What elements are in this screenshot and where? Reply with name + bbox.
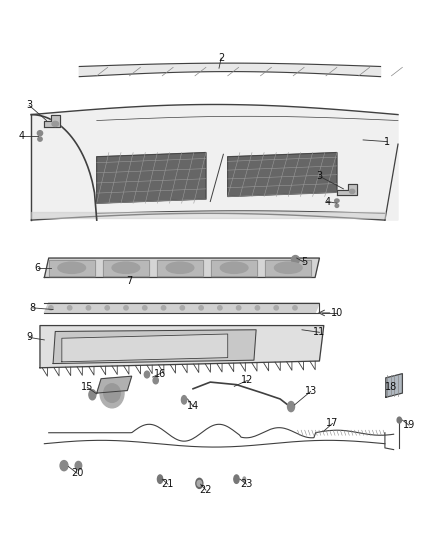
Ellipse shape xyxy=(218,306,222,310)
Text: 23: 23 xyxy=(240,479,253,489)
Polygon shape xyxy=(265,260,311,276)
Polygon shape xyxy=(211,260,257,276)
Ellipse shape xyxy=(234,475,239,483)
Ellipse shape xyxy=(112,262,140,273)
Text: 4: 4 xyxy=(324,197,330,206)
Polygon shape xyxy=(228,152,337,197)
Text: 3: 3 xyxy=(26,100,32,110)
Ellipse shape xyxy=(397,417,402,423)
Ellipse shape xyxy=(143,306,147,310)
Ellipse shape xyxy=(275,262,302,273)
Text: 12: 12 xyxy=(241,375,254,385)
Ellipse shape xyxy=(197,480,201,486)
Polygon shape xyxy=(44,303,319,313)
Text: 16: 16 xyxy=(154,369,166,378)
Ellipse shape xyxy=(291,255,299,264)
Text: 21: 21 xyxy=(162,479,174,489)
Text: 17: 17 xyxy=(326,418,339,429)
Text: 9: 9 xyxy=(26,333,32,342)
Text: 7: 7 xyxy=(127,276,133,286)
Text: 13: 13 xyxy=(304,386,317,397)
Ellipse shape xyxy=(86,306,91,310)
Text: 5: 5 xyxy=(301,257,307,267)
Polygon shape xyxy=(49,260,95,276)
Ellipse shape xyxy=(199,306,203,310)
Ellipse shape xyxy=(105,306,110,310)
Polygon shape xyxy=(31,104,398,220)
Text: 19: 19 xyxy=(403,420,415,430)
Ellipse shape xyxy=(237,306,241,310)
Polygon shape xyxy=(103,260,149,276)
Ellipse shape xyxy=(180,306,184,310)
Text: 6: 6 xyxy=(35,263,41,273)
Ellipse shape xyxy=(181,395,187,404)
Ellipse shape xyxy=(274,306,279,310)
Text: 4: 4 xyxy=(18,131,25,141)
Polygon shape xyxy=(79,63,381,77)
Ellipse shape xyxy=(243,477,246,481)
Text: 22: 22 xyxy=(200,485,212,495)
Ellipse shape xyxy=(100,378,124,408)
Ellipse shape xyxy=(124,306,128,310)
Ellipse shape xyxy=(38,137,42,141)
Ellipse shape xyxy=(288,401,294,411)
Ellipse shape xyxy=(255,306,260,310)
Text: 15: 15 xyxy=(81,382,93,392)
Polygon shape xyxy=(386,374,403,397)
Text: 1: 1 xyxy=(384,136,390,147)
Ellipse shape xyxy=(196,478,203,488)
Ellipse shape xyxy=(75,462,81,470)
Ellipse shape xyxy=(104,384,120,402)
Ellipse shape xyxy=(293,306,297,310)
Polygon shape xyxy=(62,334,228,362)
Ellipse shape xyxy=(335,204,339,207)
Ellipse shape xyxy=(335,199,339,203)
Ellipse shape xyxy=(67,306,72,310)
Ellipse shape xyxy=(58,262,85,273)
Text: 3: 3 xyxy=(316,171,322,181)
Ellipse shape xyxy=(52,122,59,126)
Polygon shape xyxy=(44,115,60,127)
Ellipse shape xyxy=(153,377,158,384)
Ellipse shape xyxy=(49,306,53,310)
Ellipse shape xyxy=(166,262,194,273)
Ellipse shape xyxy=(89,390,96,400)
Text: 8: 8 xyxy=(29,303,35,313)
Ellipse shape xyxy=(37,131,42,136)
Text: 18: 18 xyxy=(385,382,398,392)
Polygon shape xyxy=(157,260,203,276)
Ellipse shape xyxy=(161,306,166,310)
Ellipse shape xyxy=(60,461,68,471)
Text: 14: 14 xyxy=(187,401,199,411)
Ellipse shape xyxy=(220,262,248,273)
Ellipse shape xyxy=(157,475,162,483)
Polygon shape xyxy=(97,152,206,203)
Polygon shape xyxy=(44,258,319,278)
Polygon shape xyxy=(337,184,357,195)
Polygon shape xyxy=(53,330,256,364)
Text: 10: 10 xyxy=(331,308,343,318)
Text: 2: 2 xyxy=(218,53,224,63)
Text: 20: 20 xyxy=(71,468,83,478)
Polygon shape xyxy=(40,326,324,368)
Text: 11: 11 xyxy=(313,327,325,337)
Ellipse shape xyxy=(350,189,355,193)
Polygon shape xyxy=(97,376,132,393)
Ellipse shape xyxy=(145,371,150,378)
